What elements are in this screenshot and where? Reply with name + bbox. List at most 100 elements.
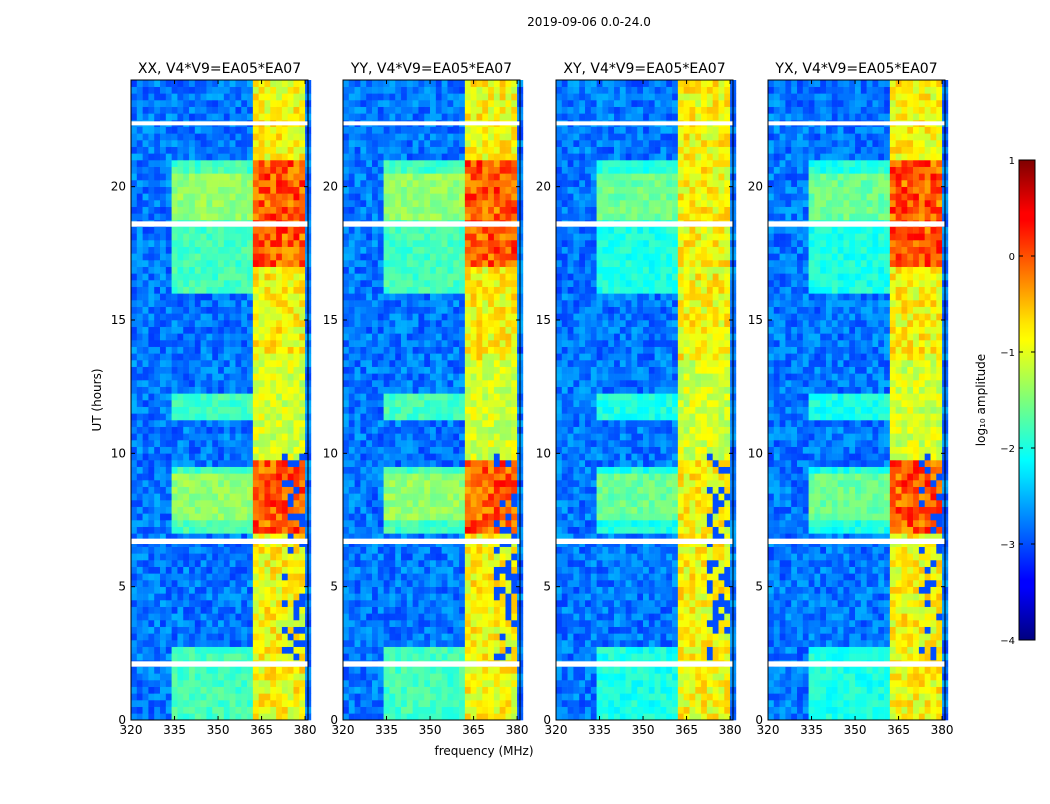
heatmap-cell [218, 233, 224, 240]
heatmap-cell [206, 313, 212, 320]
heatmap-cell [160, 307, 166, 314]
heatmap-cell [349, 187, 355, 194]
heatmap-cell [413, 160, 419, 167]
heatmap-cell [224, 127, 230, 134]
heatmap-cell [418, 593, 424, 600]
heatmap-cell [436, 327, 442, 334]
heatmap-cell [453, 393, 459, 400]
heatmap-cell [259, 467, 265, 474]
heatmap-cell [360, 527, 366, 534]
heatmap-cell [195, 480, 201, 487]
heatmap-cell [183, 107, 189, 114]
heatmap-cell [183, 480, 189, 487]
heatmap-cell [172, 620, 178, 627]
heatmap-cell [177, 87, 183, 94]
heatmap-cell [160, 113, 166, 120]
heatmap-cell [189, 307, 195, 314]
heatmap-cell [299, 673, 305, 680]
heatmap-cell [276, 460, 282, 467]
heatmap-cell [288, 700, 294, 707]
heatmap-cell [206, 280, 212, 287]
heatmap-cell [201, 453, 207, 460]
heatmap-cell [418, 480, 424, 487]
heatmap-cell [235, 267, 241, 274]
heatmap-cell [230, 340, 236, 347]
heatmap-cell [282, 473, 288, 480]
heatmap-cell [389, 500, 395, 507]
heatmap-cell [299, 393, 305, 400]
heatmap-cell [264, 127, 270, 134]
heatmap-cell [293, 347, 299, 354]
heatmap-cell [259, 267, 265, 274]
heatmap-cell [183, 253, 189, 260]
heatmap-cell [436, 647, 442, 654]
heatmap-cell [447, 680, 453, 687]
heatmap-cell [166, 367, 172, 374]
heatmap-cell [264, 413, 270, 420]
heatmap-cell [276, 640, 282, 647]
heatmap-cell [384, 340, 390, 347]
heatmap-cell [366, 573, 372, 580]
heatmap-cell [201, 673, 207, 680]
heatmap-cell [299, 640, 305, 647]
heatmap-cell [276, 180, 282, 187]
heatmap-cell [241, 187, 247, 194]
heatmap-cell [407, 560, 413, 567]
heatmap-cell [384, 687, 390, 694]
heatmap-cell [230, 387, 236, 394]
heatmap-cell [384, 233, 390, 240]
heatmap-cell [259, 493, 265, 500]
heatmap-cell [230, 713, 236, 720]
heatmap-cell [389, 87, 395, 94]
heatmap-cell [247, 700, 253, 707]
heatmap-cell [212, 247, 218, 254]
heatmap-cell [137, 580, 143, 587]
heatmap-cell [418, 553, 424, 560]
heatmap-cell [259, 347, 265, 354]
heatmap-cell [160, 507, 166, 514]
heatmap-cell [131, 193, 137, 200]
heatmap-cell [241, 713, 247, 720]
heatmap-cell [177, 247, 183, 254]
heatmap-cell [430, 513, 436, 520]
heatmap-cell [343, 427, 349, 434]
heatmap-cell [355, 127, 361, 134]
heatmap-cell [183, 153, 189, 160]
heatmap-cell [424, 100, 430, 107]
heatmap-cell [247, 253, 253, 260]
heatmap-cell [366, 433, 372, 440]
heatmap-cell [418, 213, 424, 220]
heatmap-cell [360, 373, 366, 380]
heatmap-cell [183, 187, 189, 194]
heatmap-cell [413, 113, 419, 120]
heatmap-cell [349, 387, 355, 394]
heatmap-cell [343, 347, 349, 354]
heatmap-cell [148, 307, 154, 314]
heatmap-cell [270, 247, 276, 254]
heatmap-cell [154, 407, 160, 414]
heatmap-cell [401, 253, 407, 260]
heatmap-cell [137, 193, 143, 200]
heatmap-cell [172, 573, 178, 580]
heatmap-cell [453, 440, 459, 447]
heatmap-cell [453, 413, 459, 420]
heatmap-cell [201, 287, 207, 294]
heatmap-cell [189, 633, 195, 640]
heatmap-cell [206, 627, 212, 634]
heatmap-cell [218, 173, 224, 180]
heatmap-cell [177, 173, 183, 180]
heatmap-cell [282, 340, 288, 347]
heatmap-cell [395, 193, 401, 200]
heatmap-cell [177, 520, 183, 527]
heatmap-cell [395, 307, 401, 314]
heatmap-cell [453, 107, 459, 114]
figure-title: 2019-09-06 0.0-24.0 [527, 15, 651, 29]
heatmap-cell [442, 473, 448, 480]
heatmap-cell [270, 400, 276, 407]
heatmap-cell [418, 687, 424, 694]
heatmap-cell [282, 107, 288, 114]
heatmap-cell [212, 360, 218, 367]
heatmap-cell [276, 100, 282, 107]
heatmap-cell [270, 87, 276, 94]
heatmap-cell [418, 627, 424, 634]
